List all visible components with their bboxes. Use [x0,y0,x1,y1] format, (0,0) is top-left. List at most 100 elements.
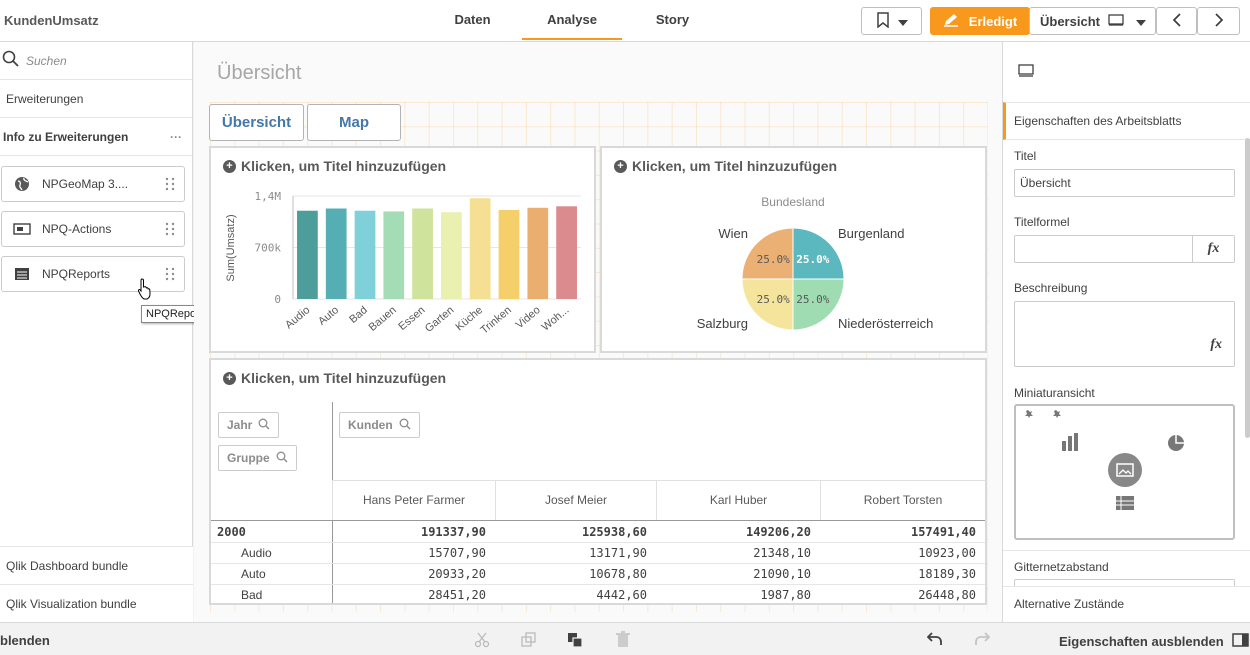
pie-slice-salzburg [741,278,794,331]
table-cell: 125938,60 [581,525,647,539]
alternate-states-label: Alternative Zustände [1014,597,1125,611]
table-cell: 1987,80 [760,588,811,602]
thumbnail-area[interactable] [1014,404,1235,540]
chevron-down-icon [1135,14,1146,29]
bookmark-icon [876,11,890,31]
done-label: Erledigt [968,13,1018,29]
sheet-button-uebersicht[interactable]: Übersicht [209,104,304,141]
y-tick-label: 0 [274,293,281,306]
header-bottom-rule [211,520,985,521]
bundle-qlik-dashboard[interactable]: Qlik Dashboard bundle [0,546,193,584]
copy-icon[interactable] [521,632,537,651]
bottom-toolbar: blenden Eigenschaften ausblenden [0,622,1250,655]
y-tick-label: 700k [255,242,282,255]
x-tick-label: Audio [283,304,312,331]
thumbnail-label: Miniaturansicht [1014,386,1095,400]
header-rule [332,480,985,481]
tab-analyse[interactable]: Analyse [522,0,622,40]
bookmark-button[interactable] [861,7,922,35]
hide-properties-label: Eigenschaften ausblenden [1059,634,1224,649]
x-tick-label: Essen [396,304,427,333]
drag-handle-icon[interactable] [156,222,184,236]
next-sheet-button[interactable] [1197,7,1240,35]
bar-garten [441,212,462,299]
extension-item-npgeomap[interactable]: NPGeoMap 3.... [1,166,185,202]
scrollbar[interactable] [1245,138,1250,438]
extension-item-npqreports[interactable]: NPQReports [1,256,185,292]
alternate-states-section[interactable]: Alternative Zustände [1003,586,1250,622]
chevron-right-icon [1214,12,1223,30]
asset-search[interactable]: Suchen [0,42,192,80]
table-cell: 21090,10 [753,567,811,581]
pivot-table-title[interactable]: + Klicken, um Titel hinzuzufügen [223,370,446,386]
undo-icon[interactable] [926,632,943,649]
table-cell: 21348,10 [753,546,811,560]
top-toolbar: KundenUmsatz Daten Analyse Story Erledig… [0,0,1250,42]
sheet-selector[interactable]: Übersicht [1029,7,1156,35]
x-tick-label: Bad [347,304,370,326]
bar-essen [412,208,433,299]
sheet-canvas: Übersicht Übersicht Map + Klicken, um Tit… [194,42,1002,622]
search-input[interactable]: Suchen [26,53,67,68]
drag-handle-icon[interactable] [156,267,184,281]
bar-chart-panel[interactable]: + Klicken, um Titel hinzuzufügen Sum(Umsa… [209,146,596,353]
grid-spacing-section[interactable]: Gitternetzabstand [1003,550,1250,587]
x-tick-label: Auto [316,304,341,328]
bar-audio [297,210,318,299]
sheet-properties-section[interactable]: Eigenschaften des Arbeitsblatts [1003,102,1250,140]
description-field[interactable]: fx [1014,301,1235,367]
app-title: KundenUmsatz [4,13,99,28]
title-field[interactable]: Übersicht [1014,169,1235,197]
grid-spacing-dropdown[interactable] [1014,579,1235,587]
extensions-info[interactable]: Info zu Erweiterungen ··· [0,118,192,156]
bundle-qlik-visualization[interactable]: Qlik Visualization bundle [0,584,193,622]
tab-story[interactable]: Story [655,12,690,27]
chevron-down-icon [897,14,908,29]
table-cell: 28451,20 [428,588,486,602]
bar-chart-title[interactable]: + Klicken, um Titel hinzuzufügen [223,158,446,174]
expression-button[interactable]: fx [1210,337,1222,352]
pencil-icon [943,13,959,30]
y-tick-label: 1,4M [255,190,282,203]
extension-item-npq-actions[interactable]: NPQ-Actions [1,211,185,247]
done-button[interactable]: Erledigt [930,7,1030,35]
row-label: Audio [241,546,272,560]
delete-icon[interactable] [616,631,630,651]
drag-handle-icon[interactable] [156,177,184,191]
title-formula-label: Titelformel [1014,215,1070,229]
filter-kunden[interactable]: Kunden [339,412,420,438]
x-tick-label: Garten [423,304,456,335]
pie-chart-panel[interactable]: + Klicken, um Titel hinzuzufügen Bundesla… [600,146,987,353]
chevron-left-icon [1172,12,1181,30]
previous-sheet-button[interactable] [1156,7,1197,35]
search-icon [276,451,288,466]
sheet-title: Übersicht [217,62,302,84]
hide-assets-button[interactable]: blenden [0,633,50,648]
pie-chart-icon [1168,435,1184,451]
sheet-button-map[interactable]: Map [307,104,401,141]
plus-icon: + [223,371,236,385]
extensions-header[interactable]: Erweiterungen [0,80,192,118]
table-cell: 15707,90 [428,546,486,560]
cut-icon[interactable] [474,632,490,651]
title-formula-field[interactable]: fx [1014,235,1235,263]
pivot-table-panel[interactable]: + Klicken, um Titel hinzuzufügen Jahr Gru… [209,358,987,605]
plus-icon: + [223,159,236,173]
bar-chart-icon [1062,433,1078,451]
pie-slice-niederösterreich [792,278,845,331]
paste-icon[interactable] [567,632,583,651]
x-tick-label: Video [514,304,543,331]
filter-gruppe[interactable]: Gruppe [218,445,297,471]
thumbnail-graphic [1025,410,1184,510]
table-cell: 4442,60 [596,588,647,602]
row-rule [211,563,985,564]
pie-chart-title[interactable]: + Klicken, um Titel hinzuzufügen [614,158,837,174]
filter-jahr[interactable]: Jahr [218,412,280,438]
redo-icon[interactable] [974,632,991,649]
table-cell: 157491,40 [910,525,976,539]
hide-properties-button[interactable]: Eigenschaften ausblenden [1059,633,1249,650]
tab-daten[interactable]: Daten [454,12,491,27]
extension-label: NPGeoMap 3.... [42,177,129,191]
expression-button[interactable]: fx [1192,236,1234,262]
more-icon[interactable]: ··· [170,129,182,144]
